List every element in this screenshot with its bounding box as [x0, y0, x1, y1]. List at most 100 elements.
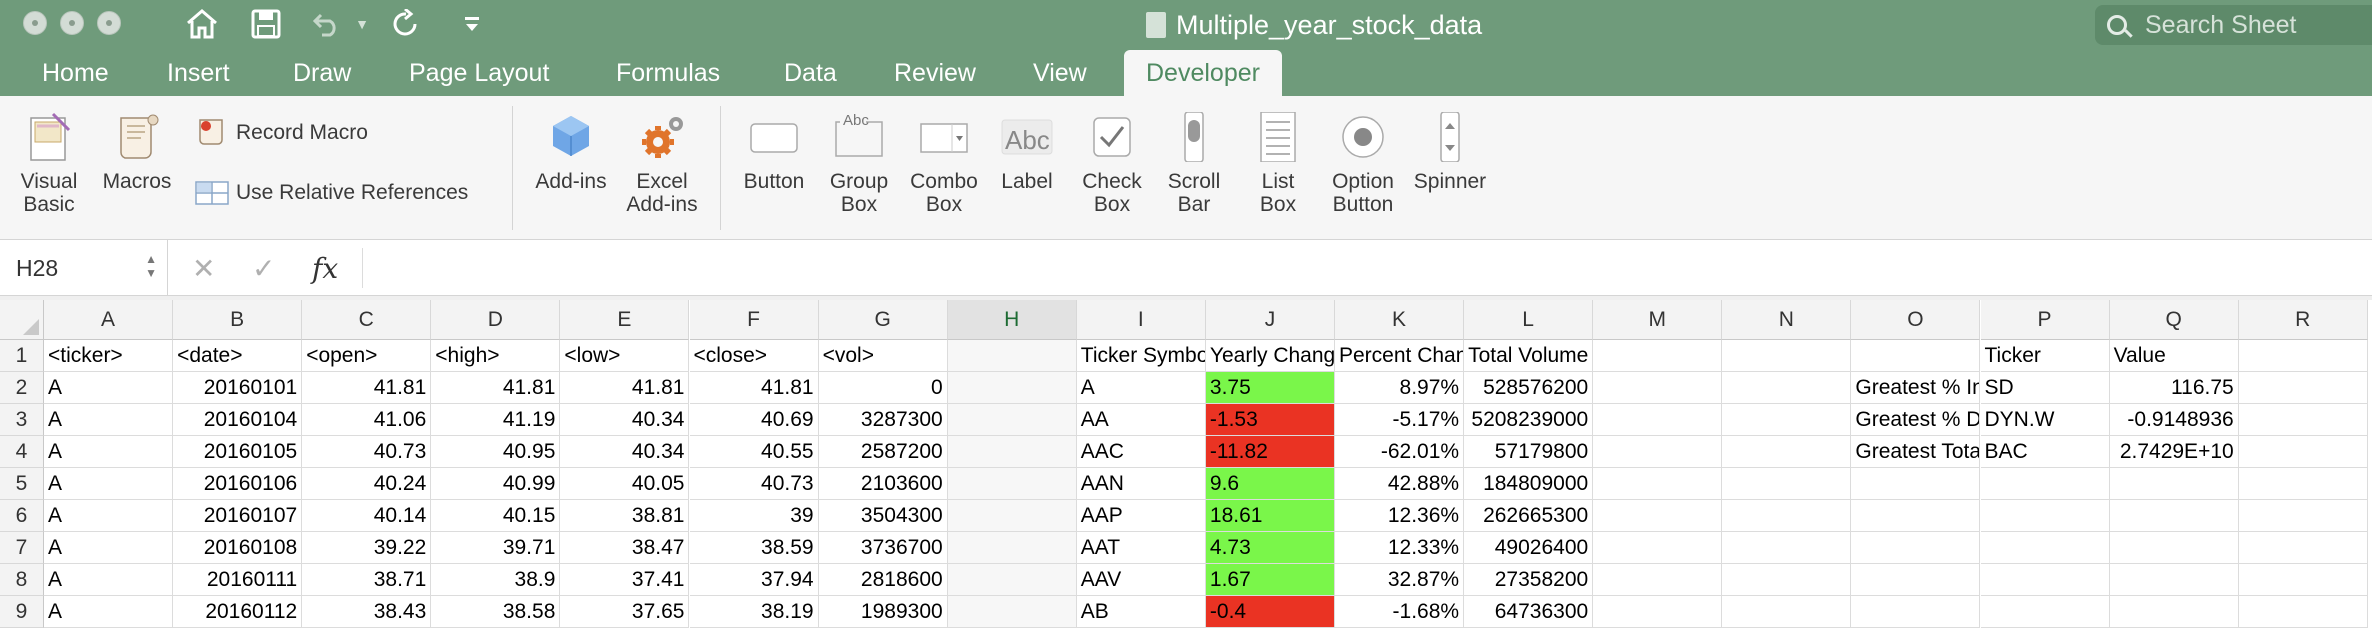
cell-c9[interactable]: 38.43: [302, 596, 432, 628]
cell-f9[interactable]: 38.19: [689, 596, 819, 628]
tab-page-layout[interactable]: Page Layout: [409, 58, 550, 87]
cell-c8[interactable]: 38.71: [302, 564, 432, 596]
cell-b9[interactable]: 20160112: [173, 596, 303, 628]
tab-home[interactable]: Home: [42, 58, 109, 87]
cell-g4[interactable]: 2587200: [818, 436, 948, 468]
cell-p3[interactable]: DYN.W: [1980, 404, 2110, 436]
cell-a1[interactable]: <ticker>: [44, 340, 174, 372]
cell-g3[interactable]: 3287300: [818, 404, 948, 436]
cell-j4[interactable]: -11.82: [1205, 436, 1335, 468]
cell-q8[interactable]: [2109, 564, 2239, 596]
cell-d7[interactable]: 39.71: [431, 532, 561, 564]
cell-h1[interactable]: [947, 340, 1077, 372]
cell-r6[interactable]: [2238, 500, 2368, 532]
cell-n4[interactable]: [1722, 436, 1852, 468]
cell-p8[interactable]: [1980, 564, 2110, 596]
cell-m2[interactable]: [1593, 372, 1723, 404]
cell-b4[interactable]: 20160105: [173, 436, 303, 468]
cell-n9[interactable]: [1722, 596, 1852, 628]
cell-b5[interactable]: 20160106: [173, 468, 303, 500]
cell-l4[interactable]: 57179800: [1464, 436, 1594, 468]
cell-e7[interactable]: 38.47: [560, 532, 690, 564]
cell-a2[interactable]: A: [44, 372, 174, 404]
cell-h7[interactable]: [947, 532, 1077, 564]
tab-data[interactable]: Data: [784, 58, 837, 87]
cell-q1[interactable]: Value: [2109, 340, 2239, 372]
cell-i1[interactable]: Ticker Symbol: [1076, 340, 1206, 372]
cell-l1[interactable]: Total Volume: [1464, 340, 1594, 372]
cell-f7[interactable]: 38.59: [689, 532, 819, 564]
cell-f1[interactable]: <close>: [689, 340, 819, 372]
cell-k5[interactable]: 42.88%: [1335, 468, 1465, 500]
cell-k9[interactable]: -1.68%: [1335, 596, 1465, 628]
zoom-window-button[interactable]: [97, 11, 121, 35]
cell-g5[interactable]: 2103600: [818, 468, 948, 500]
record-macro-button[interactable]: Record Macro: [194, 116, 368, 150]
group-box-control[interactable]: Abc Group Box: [804, 112, 914, 216]
column-header-j[interactable]: J: [1205, 300, 1335, 340]
cell-h8[interactable]: [947, 564, 1077, 596]
cell-b6[interactable]: 20160107: [173, 500, 303, 532]
cell-j2[interactable]: 3.75: [1205, 372, 1335, 404]
cell-h9[interactable]: [947, 596, 1077, 628]
confirm-formula-icon[interactable]: ✓: [252, 252, 276, 284]
cell-q2[interactable]: 116.75: [2109, 372, 2239, 404]
row-header[interactable]: 6: [0, 500, 44, 532]
cell-l8[interactable]: 27358200: [1464, 564, 1594, 596]
column-header-g[interactable]: G: [818, 300, 948, 340]
cell-r3[interactable]: [2238, 404, 2368, 436]
column-header-r[interactable]: R: [2238, 300, 2368, 340]
cell-j3[interactable]: -1.53: [1205, 404, 1335, 436]
cell-l3[interactable]: 5208239000: [1464, 404, 1594, 436]
option-button-control[interactable]: Option Button: [1308, 112, 1418, 216]
cell-p2[interactable]: SD: [1980, 372, 2110, 404]
row-header[interactable]: 4: [0, 436, 44, 468]
cell-p6[interactable]: [1980, 500, 2110, 532]
cell-h2[interactable]: [947, 372, 1077, 404]
tab-developer[interactable]: Developer: [1124, 50, 1282, 96]
cell-g8[interactable]: 2818600: [818, 564, 948, 596]
cell-m1[interactable]: [1593, 340, 1723, 372]
cell-d4[interactable]: 40.95: [431, 436, 561, 468]
insert-function-icon[interactable]: fx: [312, 251, 339, 285]
cell-e1[interactable]: <low>: [560, 340, 690, 372]
cell-f3[interactable]: 40.69: [689, 404, 819, 436]
excel-add-ins-button[interactable]: Excel Add-ins: [607, 112, 717, 216]
cell-h6[interactable]: [947, 500, 1077, 532]
row-header[interactable]: 9: [0, 596, 44, 628]
tab-insert[interactable]: Insert: [167, 58, 230, 87]
cell-d3[interactable]: 41.19: [431, 404, 561, 436]
cell-e3[interactable]: 40.34: [560, 404, 690, 436]
cell-f6[interactable]: 39: [689, 500, 819, 532]
cell-r7[interactable]: [2238, 532, 2368, 564]
save-icon[interactable]: [247, 5, 285, 43]
cell-l6[interactable]: 262665300: [1464, 500, 1594, 532]
cell-p5[interactable]: [1980, 468, 2110, 500]
cell-m5[interactable]: [1593, 468, 1723, 500]
cell-a8[interactable]: A: [44, 564, 174, 596]
cell-r8[interactable]: [2238, 564, 2368, 596]
column-header-h[interactable]: H: [947, 300, 1077, 340]
cell-o6[interactable]: [1851, 500, 1981, 532]
row-header[interactable]: 7: [0, 532, 44, 564]
cell-j6[interactable]: 18.61: [1205, 500, 1335, 532]
column-header-f[interactable]: F: [689, 300, 819, 340]
check-box-control[interactable]: Check Box: [1057, 112, 1167, 216]
cell-r5[interactable]: [2238, 468, 2368, 500]
cell-g2[interactable]: 0: [818, 372, 948, 404]
column-header-q[interactable]: Q: [2109, 300, 2239, 340]
close-window-button[interactable]: [23, 11, 47, 35]
cell-o2[interactable]: Greatest % Increase: [1851, 372, 1981, 404]
cell-r4[interactable]: [2238, 436, 2368, 468]
cell-o1[interactable]: [1851, 340, 1981, 372]
column-header-b[interactable]: B: [173, 300, 303, 340]
column-header-l[interactable]: L: [1464, 300, 1594, 340]
cell-q6[interactable]: [2109, 500, 2239, 532]
cell-d1[interactable]: <high>: [431, 340, 561, 372]
column-header-n[interactable]: N: [1722, 300, 1852, 340]
cell-m9[interactable]: [1593, 596, 1723, 628]
cell-k4[interactable]: -62.01%: [1335, 436, 1465, 468]
cell-k3[interactable]: -5.17%: [1335, 404, 1465, 436]
cell-l9[interactable]: 64736300: [1464, 596, 1594, 628]
cell-n2[interactable]: [1722, 372, 1852, 404]
